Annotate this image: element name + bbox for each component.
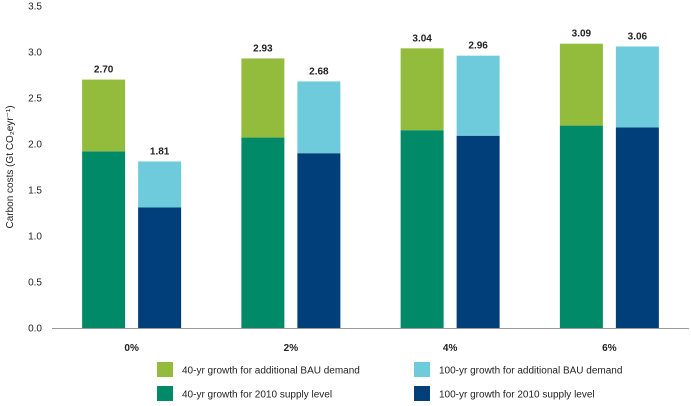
- bar-40-yr-bau-2: [400, 48, 444, 131]
- x-category-label-2: 4%: [443, 343, 458, 354]
- total-label-100-yr-1: 2.68: [309, 66, 329, 77]
- bar-100-yr-supply-1: [297, 153, 341, 328]
- bar-40-yr-supply-3: [559, 125, 603, 328]
- bar-40-yr-supply-0: [82, 151, 126, 328]
- bar-100-yr-bau-0: [138, 161, 182, 208]
- x-category-label-0: 0%: [124, 343, 139, 354]
- bar-100-yr-supply-0: [138, 207, 182, 328]
- y-tick-label-0: 0.0: [28, 324, 42, 335]
- bar-40-yr-bau-3: [559, 43, 603, 126]
- legend-label-1: 100-yr growth for additional BAU demand: [439, 366, 622, 377]
- total-label-100-yr-0: 1.81: [150, 146, 170, 157]
- y-axis-label: Carbon costs (Gt CO₂eyr⁻¹): [5, 105, 16, 228]
- legend-swatch-3: [414, 386, 430, 401]
- y-tick-label-3: 1.5: [28, 186, 42, 197]
- x-category-label-3: 6%: [602, 343, 617, 354]
- x-axis: 0% 2% 4% 6%: [52, 328, 689, 354]
- y-tick-label-7: 3.5: [28, 2, 42, 13]
- bars: [82, 43, 659, 328]
- bar-40-yr-bau-1: [241, 58, 285, 138]
- total-label-100-yr-3: 3.06: [628, 31, 648, 42]
- bar-100-yr-supply-2: [456, 135, 500, 328]
- y-axis-ticks: 0.0 0.5 1.0 1.5 2.0 2.5 3.0 3.5: [28, 2, 42, 335]
- bar-40-yr-bau-0: [82, 79, 126, 152]
- total-label-40-yr-1: 2.93: [253, 43, 273, 54]
- y-axis-title: Carbon costs (Gt CO₂eyr⁻¹): [5, 105, 16, 228]
- legend-swatch-2: [157, 386, 173, 401]
- legend: 40-yr growth for additional BAU demand 10…: [157, 362, 622, 401]
- total-label-40-yr-0: 2.70: [94, 65, 114, 76]
- legend-label-3: 100-yr growth for 2010 supply level: [439, 390, 595, 401]
- legend-label-2: 40-yr growth for 2010 supply level: [182, 390, 332, 401]
- bar-100-yr-bau-1: [297, 81, 341, 154]
- y-tick-label-1: 0.5: [28, 278, 42, 289]
- bar-40-yr-supply-1: [241, 137, 285, 328]
- total-label-40-yr-3: 3.09: [572, 29, 592, 40]
- bar-100-yr-supply-3: [615, 127, 659, 328]
- bar-100-yr-bau-3: [615, 46, 659, 128]
- legend-swatch-0: [157, 362, 173, 377]
- legend-swatch-1: [414, 362, 430, 377]
- x-category-label-1: 2%: [284, 343, 299, 354]
- total-label-40-yr-2: 3.04: [412, 33, 432, 44]
- y-tick-label-5: 2.5: [28, 94, 42, 105]
- total-label-100-yr-2: 2.96: [468, 41, 488, 52]
- y-tick-label-2: 1.0: [28, 232, 42, 243]
- bar-40-yr-supply-2: [400, 130, 444, 328]
- legend-label-0: 40-yr growth for additional BAU demand: [182, 366, 360, 377]
- bar-100-yr-bau-2: [456, 55, 500, 136]
- y-tick-label-6: 3.0: [28, 48, 42, 59]
- data-labels: 2.70 1.81 2.93 2.68 3.04 2.96 3.09 3.06: [94, 29, 648, 158]
- y-tick-label-4: 2.0: [28, 140, 42, 151]
